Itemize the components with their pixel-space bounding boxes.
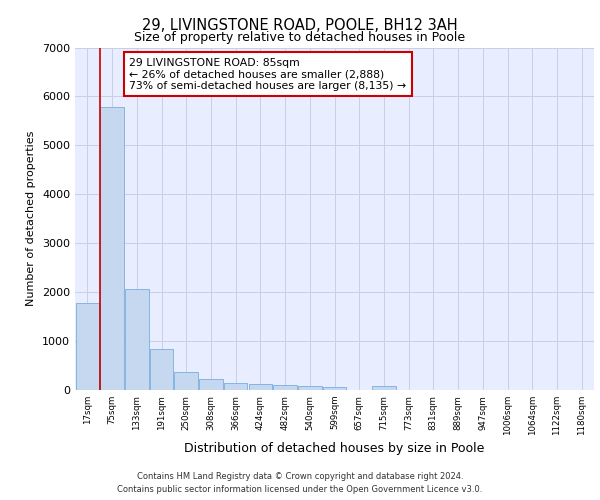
Bar	[224, 384, 247, 390]
Bar	[175, 372, 198, 390]
Bar	[150, 350, 173, 390]
Text: 29, LIVINGSTONE ROAD, POOLE, BH12 3AH: 29, LIVINGSTONE ROAD, POOLE, BH12 3AH	[142, 18, 458, 32]
Bar	[323, 386, 346, 390]
Text: Contains HM Land Registry data © Crown copyright and database right 2024.
Contai: Contains HM Land Registry data © Crown c…	[118, 472, 482, 494]
Y-axis label: Number of detached properties: Number of detached properties	[26, 131, 37, 306]
Bar	[372, 386, 395, 390]
Bar	[125, 289, 149, 390]
Bar	[298, 386, 322, 390]
Text: 29 LIVINGSTONE ROAD: 85sqm
← 26% of detached houses are smaller (2,888)
73% of s: 29 LIVINGSTONE ROAD: 85sqm ← 26% of deta…	[130, 58, 407, 91]
Bar	[76, 303, 99, 390]
Bar	[274, 384, 297, 390]
X-axis label: Distribution of detached houses by size in Poole: Distribution of detached houses by size …	[184, 442, 485, 455]
Bar	[199, 378, 223, 390]
Text: Size of property relative to detached houses in Poole: Size of property relative to detached ho…	[134, 31, 466, 44]
Bar	[100, 107, 124, 390]
Bar	[248, 384, 272, 390]
